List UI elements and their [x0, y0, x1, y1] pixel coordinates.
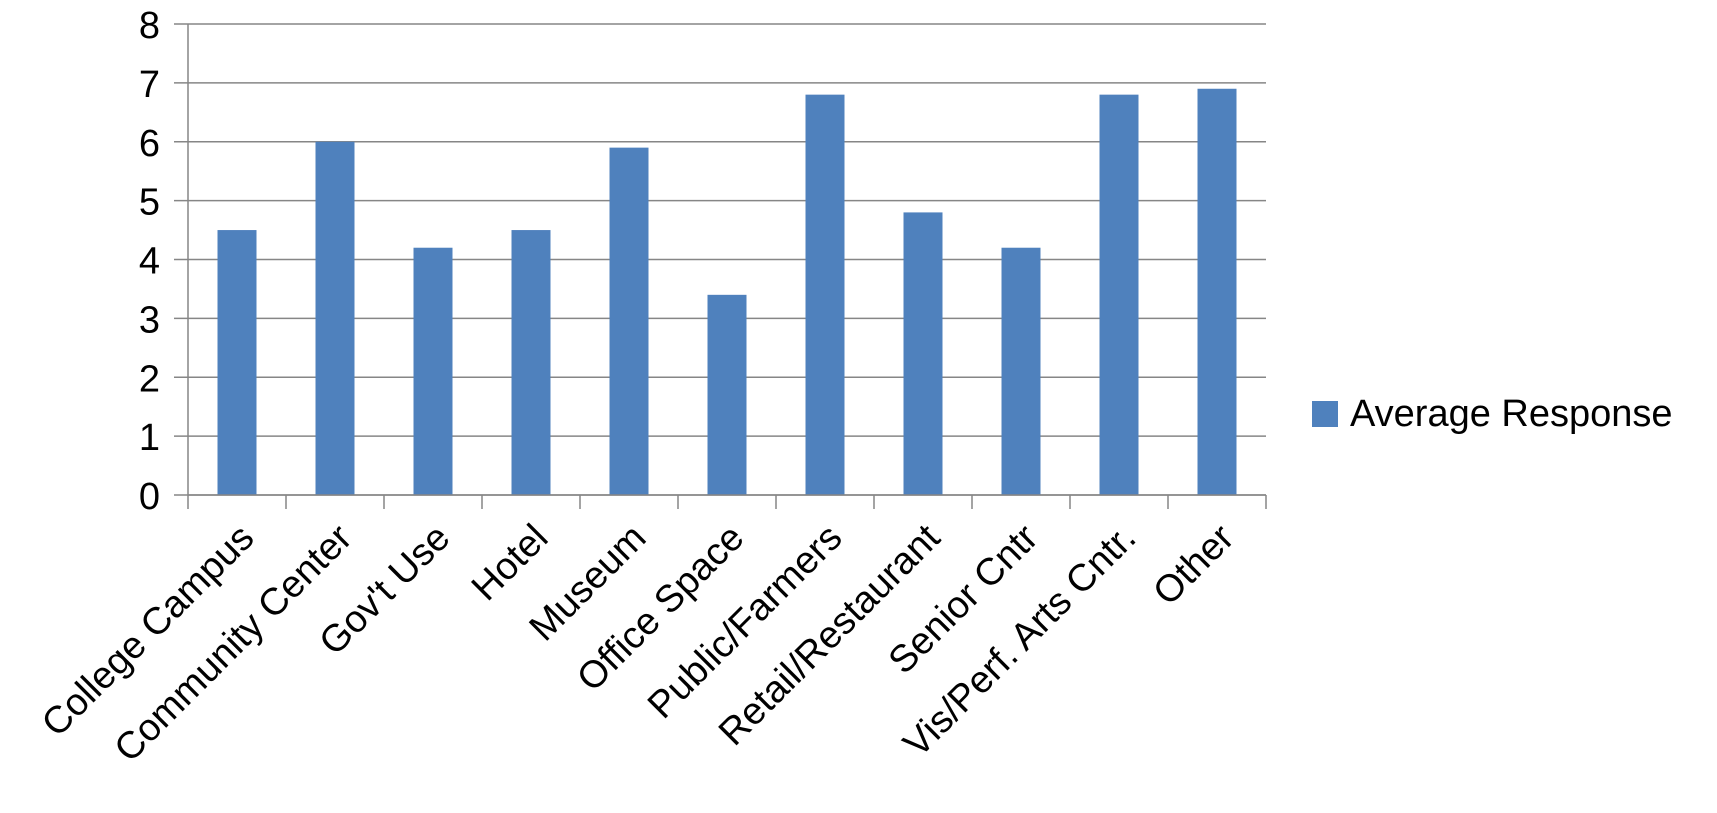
y-tick-label: 1 [139, 417, 160, 459]
x-tick-label: Hotel [464, 517, 556, 609]
bar [609, 147, 649, 495]
legend-swatch [1312, 401, 1338, 427]
bar [805, 94, 845, 496]
bar [315, 141, 355, 495]
bar [707, 294, 747, 495]
y-tick-label: 3 [139, 299, 160, 341]
gridlines [174, 23, 1266, 496]
bar [413, 247, 453, 495]
y-tick-label: 2 [139, 358, 160, 400]
bar [511, 230, 551, 495]
y-tick-label: 8 [139, 5, 160, 47]
bar [1001, 247, 1041, 495]
y-tick-label: 7 [139, 64, 160, 106]
bar [903, 212, 943, 495]
y-tick-label: 6 [139, 123, 160, 165]
bar [1099, 94, 1139, 496]
bars [217, 88, 1237, 496]
y-tick-label: 0 [139, 476, 160, 518]
bar [1197, 88, 1237, 495]
y-axis-ticks: 0 1 2 3 4 5 6 7 8 [139, 5, 160, 518]
bar [217, 230, 257, 495]
y-tick-label: 4 [139, 241, 160, 283]
y-tick-label: 5 [139, 182, 160, 224]
x-axis [187, 494, 1267, 509]
legend: Average Response [1312, 393, 1673, 435]
x-tick-label: Other [1145, 516, 1242, 613]
legend-label: Average Response [1350, 393, 1673, 435]
